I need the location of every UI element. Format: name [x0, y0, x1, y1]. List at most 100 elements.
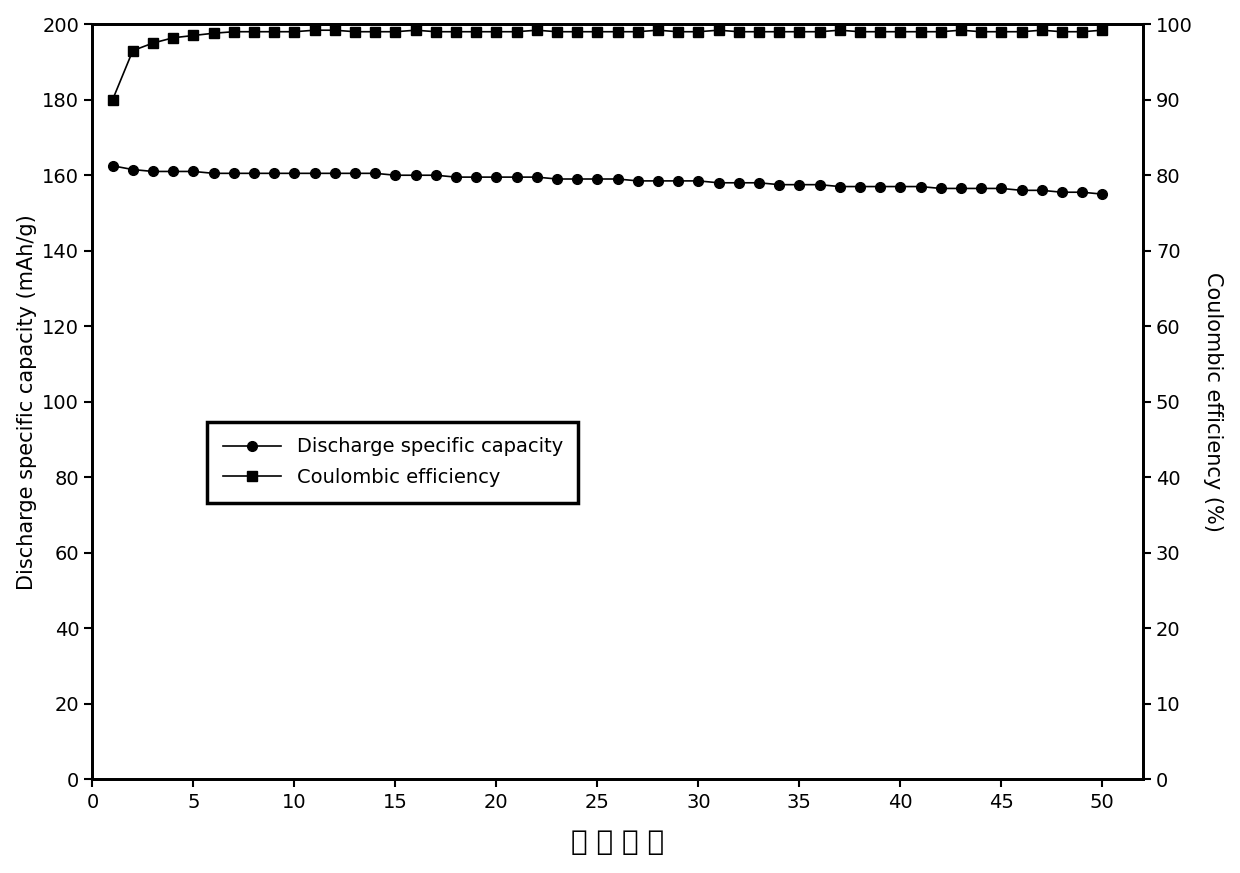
Line: Coulombic efficiency: Coulombic efficiency [108, 25, 1107, 105]
Discharge specific capacity [489, 172, 503, 182]
Line: Discharge specific capacity: Discharge specific capacity [108, 161, 1107, 199]
Discharge specific capacity [1014, 185, 1029, 196]
Coulombic efficiency [529, 25, 544, 36]
Discharge specific capacity [186, 166, 201, 176]
Coulombic efficiency [973, 26, 988, 37]
Discharge specific capacity [994, 183, 1009, 194]
Y-axis label: Discharge specific capacity (mAh/g): Discharge specific capacity (mAh/g) [16, 214, 37, 589]
Coulombic efficiency [569, 26, 584, 37]
Discharge specific capacity [247, 168, 262, 179]
Discharge specific capacity [510, 172, 525, 182]
Discharge specific capacity [610, 174, 625, 184]
Coulombic efficiency [368, 26, 383, 37]
Discharge specific capacity [630, 175, 645, 186]
Discharge specific capacity [771, 180, 786, 190]
Coulombic efficiency [105, 94, 120, 105]
Coulombic efficiency [388, 26, 403, 37]
Coulombic efficiency [449, 26, 464, 37]
Coulombic efficiency [1014, 26, 1029, 37]
Coulombic efficiency [913, 26, 928, 37]
Discharge specific capacity [267, 168, 281, 179]
Discharge specific capacity [368, 168, 383, 179]
Coulombic efficiency [206, 28, 221, 38]
Coulombic efficiency [590, 26, 605, 37]
Discharge specific capacity [408, 170, 423, 181]
Discharge specific capacity [711, 177, 725, 188]
Coulombic efficiency [651, 25, 666, 36]
Coulombic efficiency [893, 26, 908, 37]
Coulombic efficiency [610, 26, 625, 37]
Discharge specific capacity [1054, 187, 1069, 197]
Discharge specific capacity [873, 182, 888, 192]
Coulombic efficiency [691, 26, 706, 37]
Coulombic efficiency [469, 26, 484, 37]
Discharge specific capacity [792, 180, 807, 190]
Y-axis label: Coulombic efficiency (%): Coulombic efficiency (%) [1203, 272, 1224, 532]
Coulombic efficiency [732, 26, 746, 37]
Coulombic efficiency [630, 26, 645, 37]
Coulombic efficiency [286, 26, 301, 37]
Coulombic efficiency [832, 25, 847, 36]
Discharge specific capacity [893, 182, 908, 192]
Discharge specific capacity [812, 180, 827, 190]
Discharge specific capacity [206, 168, 221, 179]
Coulombic efficiency [145, 38, 160, 48]
Discharge specific capacity [1075, 187, 1090, 197]
Coulombic efficiency [671, 26, 686, 37]
Discharge specific capacity [852, 182, 867, 192]
Coulombic efficiency [711, 25, 725, 36]
Discharge specific capacity [469, 172, 484, 182]
Discharge specific capacity [671, 175, 686, 186]
Discharge specific capacity [347, 168, 362, 179]
Discharge specific capacity [125, 164, 140, 175]
Coulombic efficiency [227, 26, 242, 37]
Discharge specific capacity [954, 183, 968, 194]
Discharge specific capacity [449, 172, 464, 182]
Discharge specific capacity [569, 174, 584, 184]
Coulombic efficiency [994, 26, 1009, 37]
Coulombic efficiency [549, 26, 564, 37]
Discharge specific capacity [651, 175, 666, 186]
Coulombic efficiency [873, 26, 888, 37]
Coulombic efficiency [792, 26, 807, 37]
Coulombic efficiency [1075, 26, 1090, 37]
Discharge specific capacity [227, 168, 242, 179]
Discharge specific capacity [691, 175, 706, 186]
Coulombic efficiency [852, 26, 867, 37]
Coulombic efficiency [954, 25, 968, 36]
Coulombic efficiency [751, 26, 766, 37]
X-axis label: 循 环 次 数: 循 环 次 数 [570, 828, 665, 856]
Coulombic efficiency [166, 32, 181, 43]
Discharge specific capacity [1095, 189, 1110, 199]
Coulombic efficiency [771, 26, 786, 37]
Discharge specific capacity [590, 174, 605, 184]
Coulombic efficiency [1054, 26, 1069, 37]
Discharge specific capacity [934, 183, 949, 194]
Discharge specific capacity [428, 170, 443, 181]
Coulombic efficiency [812, 26, 827, 37]
Discharge specific capacity [832, 182, 847, 192]
Coulombic efficiency [347, 26, 362, 37]
Coulombic efficiency [267, 26, 281, 37]
Coulombic efficiency [186, 31, 201, 41]
Discharge specific capacity [751, 177, 766, 188]
Coulombic efficiency [125, 45, 140, 56]
Coulombic efficiency [408, 25, 423, 36]
Discharge specific capacity [327, 168, 342, 179]
Discharge specific capacity [913, 182, 928, 192]
Discharge specific capacity [145, 166, 160, 176]
Legend: Discharge specific capacity, Coulombic efficiency: Discharge specific capacity, Coulombic e… [207, 422, 578, 503]
Coulombic efficiency [1034, 25, 1049, 36]
Coulombic efficiency [428, 26, 443, 37]
Discharge specific capacity [732, 177, 746, 188]
Discharge specific capacity [105, 161, 120, 171]
Coulombic efficiency [327, 25, 342, 36]
Discharge specific capacity [529, 172, 544, 182]
Discharge specific capacity [388, 170, 403, 181]
Discharge specific capacity [549, 174, 564, 184]
Discharge specific capacity [286, 168, 301, 179]
Coulombic efficiency [489, 26, 503, 37]
Coulombic efficiency [510, 26, 525, 37]
Coulombic efficiency [1095, 25, 1110, 36]
Coulombic efficiency [247, 26, 262, 37]
